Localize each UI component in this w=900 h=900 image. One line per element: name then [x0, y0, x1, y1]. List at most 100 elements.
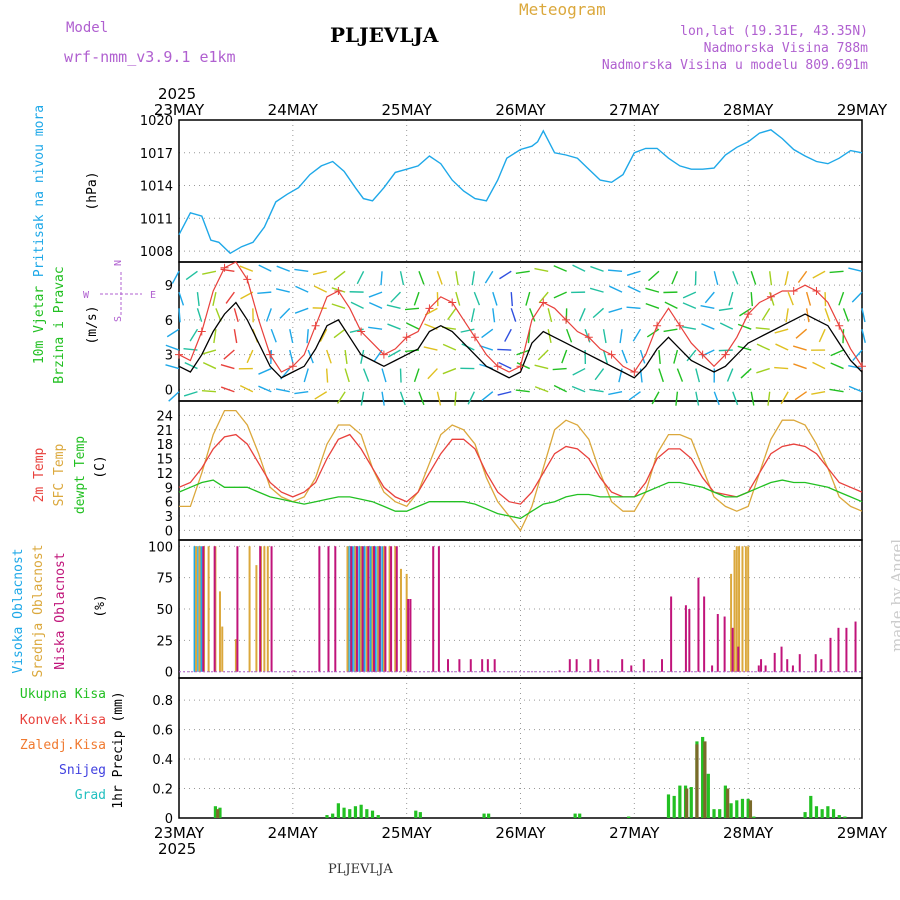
wind-arrow	[695, 391, 700, 406]
wind-arrow	[454, 391, 457, 406]
wind-arrow	[861, 329, 866, 343]
wind-arrow	[658, 349, 661, 365]
precip-bar-total	[353, 806, 358, 818]
wind-arrow	[360, 391, 365, 406]
precip-legend: Zaledj.Kisa	[20, 738, 106, 753]
footer-station: PLJEVLJA	[328, 862, 393, 877]
wind-arrow	[516, 349, 530, 356]
model-label: Model	[66, 20, 109, 36]
precip-bar-total	[809, 795, 813, 818]
wind-arrow	[682, 291, 697, 299]
precip-bar-total	[627, 816, 631, 818]
wind-arrow	[183, 391, 198, 397]
date-label-top: 29MAY	[837, 101, 888, 119]
wind-arrow	[780, 391, 789, 405]
cloud-unit: (%)	[93, 594, 108, 617]
wind-arrow	[215, 308, 222, 322]
year-label-bottom: 2025	[158, 840, 196, 858]
wind-arrow	[818, 328, 826, 343]
elevation: Nadmorska Visina 788m	[703, 41, 868, 56]
wind-arrow	[479, 344, 494, 351]
precip-bar-total	[331, 813, 335, 818]
wind-arrow	[294, 391, 309, 395]
wind-gust-marker	[607, 350, 616, 359]
precip-bar-total	[678, 785, 682, 818]
wind-arrow	[258, 385, 272, 393]
wind-arrow	[700, 304, 715, 310]
temperature-tick-label: 12	[156, 467, 173, 482]
wind-gust-marker	[744, 310, 753, 319]
wind-arrow	[306, 329, 309, 344]
temp-unit: (C)	[93, 455, 108, 478]
wind-arrow	[608, 269, 623, 272]
wind-gust-marker	[653, 321, 662, 330]
precip-tick-label: 0	[165, 812, 173, 827]
compass-north: N	[113, 260, 124, 266]
wind-arrow	[571, 385, 586, 393]
wind-arrow	[447, 307, 457, 321]
wind-arrow	[767, 391, 771, 406]
wind-arrow	[201, 390, 216, 393]
wind-arrow	[639, 349, 646, 364]
precip-bar-total	[723, 785, 727, 818]
wind-arrow	[178, 291, 185, 306]
date-label-bottom: 28MAY	[723, 824, 774, 842]
precip-bar-total	[729, 803, 733, 818]
wind-arrow	[470, 308, 476, 323]
precip-legend: Ukupna Kisa	[20, 687, 106, 702]
precip-bar-convective	[726, 788, 730, 818]
precip-bar-total	[376, 815, 380, 818]
wind-arrow	[695, 368, 701, 383]
precip-panel-frame	[178, 677, 863, 819]
wind-arrow	[467, 391, 475, 405]
wind-arrow	[645, 287, 660, 293]
wind-arrow	[202, 349, 217, 355]
date-label-bottom: 25MAY	[382, 824, 433, 842]
wind-arrow	[829, 270, 844, 274]
wind-arrow	[326, 349, 332, 364]
date-label-bottom: 24MAY	[268, 824, 319, 842]
wind-arrow	[404, 307, 420, 311]
wind-arrow	[166, 328, 180, 338]
wind-arrow	[589, 287, 604, 293]
wind-arrow	[552, 367, 567, 371]
wind-arrow	[594, 368, 605, 381]
precip-tick-label: 0.8	[152, 694, 173, 709]
wind-arrow	[497, 348, 512, 351]
date-label-top: 25MAY	[382, 101, 433, 119]
date-label-top: 28MAY	[723, 101, 774, 119]
wind-arrow	[537, 349, 549, 361]
wind-arrow	[561, 349, 568, 364]
wind-arrow	[737, 345, 752, 351]
pressure-tick-label: 1020	[140, 114, 173, 129]
wind-arrow	[225, 291, 235, 304]
model-name: wrf-nmm_v3.9.1 e1km	[64, 48, 236, 66]
wind-arrow	[294, 307, 309, 314]
wind-arrow	[498, 361, 512, 370]
precip-bar-total	[218, 807, 222, 818]
wind-arrow	[792, 345, 807, 351]
wind-arrow	[196, 292, 200, 307]
cloud-title-3: Niska Oblacnost	[53, 552, 68, 669]
wind-arrow	[497, 391, 512, 396]
wind-arrow	[276, 265, 291, 272]
wind-gust-marker	[470, 333, 479, 342]
wind-arrow	[627, 285, 641, 293]
precip-bar-total	[482, 813, 486, 818]
wind-gust-marker	[288, 362, 297, 371]
wind-arrow	[312, 270, 327, 276]
wind-gust-marker	[311, 321, 320, 330]
wind-arrow	[621, 349, 628, 364]
wind-arrow	[239, 265, 254, 272]
wind-arrow	[701, 323, 715, 330]
wind-arrow	[442, 343, 457, 351]
wind-arrow	[848, 385, 863, 393]
wind-arrow	[289, 329, 294, 344]
wind-gust-marker	[243, 275, 252, 284]
wind-arrow	[171, 270, 180, 284]
wind-arrow	[289, 349, 294, 364]
precip-bar-total	[803, 812, 807, 818]
wind-arrow	[331, 303, 346, 309]
wind-arrow	[418, 391, 425, 406]
wind-arrow	[534, 386, 549, 393]
